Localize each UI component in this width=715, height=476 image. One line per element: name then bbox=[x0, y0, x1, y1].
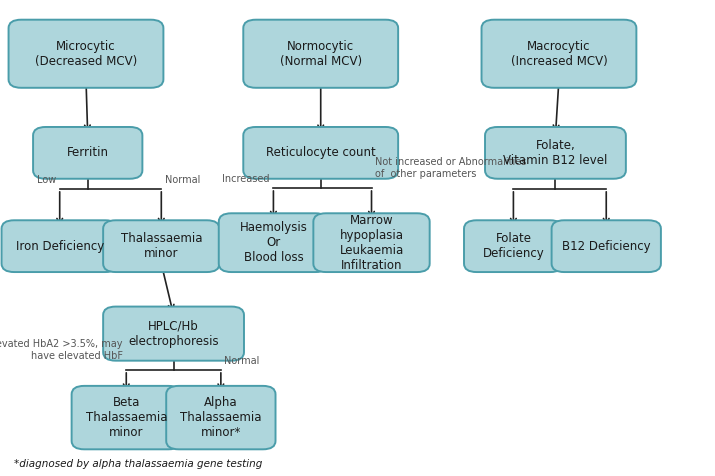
FancyBboxPatch shape bbox=[464, 220, 563, 272]
FancyBboxPatch shape bbox=[481, 20, 636, 88]
FancyBboxPatch shape bbox=[243, 20, 398, 88]
Text: Microcytic
(Decreased MCV): Microcytic (Decreased MCV) bbox=[35, 40, 137, 68]
FancyBboxPatch shape bbox=[219, 213, 328, 272]
FancyBboxPatch shape bbox=[1, 220, 118, 272]
Text: Marrow
hypoplasia
Leukaemia
Infiltration: Marrow hypoplasia Leukaemia Infiltration bbox=[340, 214, 404, 272]
Text: Increased: Increased bbox=[222, 174, 270, 184]
FancyBboxPatch shape bbox=[485, 127, 626, 179]
Text: Iron Deficiency: Iron Deficiency bbox=[16, 239, 104, 253]
FancyBboxPatch shape bbox=[551, 220, 661, 272]
Text: Normocytic
(Normal MCV): Normocytic (Normal MCV) bbox=[280, 40, 362, 68]
Text: Folate
Deficiency: Folate Deficiency bbox=[483, 232, 544, 260]
FancyBboxPatch shape bbox=[103, 220, 220, 272]
Text: B12 Deficiency: B12 Deficiency bbox=[562, 239, 651, 253]
Text: Beta
Thalassaemia
minor: Beta Thalassaemia minor bbox=[86, 396, 167, 439]
FancyBboxPatch shape bbox=[313, 213, 430, 272]
Text: HPLC/Hb
electrophoresis: HPLC/Hb electrophoresis bbox=[128, 319, 219, 347]
Text: Elevated HbA2 >3.5%, may
have elevated HbF: Elevated HbA2 >3.5%, may have elevated H… bbox=[0, 339, 123, 361]
FancyBboxPatch shape bbox=[9, 20, 164, 88]
Text: Haemolysis
Or
Blood loss: Haemolysis Or Blood loss bbox=[240, 221, 307, 264]
Text: Alpha
Thalassaemia
minor*: Alpha Thalassaemia minor* bbox=[180, 396, 262, 439]
Text: Thalassaemia
minor: Thalassaemia minor bbox=[121, 232, 202, 260]
Text: Folate,
Vitamin B12 level: Folate, Vitamin B12 level bbox=[503, 139, 608, 167]
Text: *diagnosed by alpha thalassaemia gene testing: *diagnosed by alpha thalassaemia gene te… bbox=[14, 459, 262, 469]
Text: Normal: Normal bbox=[225, 356, 260, 367]
FancyBboxPatch shape bbox=[103, 307, 244, 361]
Text: Normal: Normal bbox=[165, 175, 200, 185]
Text: Ferritin: Ferritin bbox=[66, 146, 109, 159]
Text: Macrocytic
(Increased MCV): Macrocytic (Increased MCV) bbox=[511, 40, 607, 68]
FancyBboxPatch shape bbox=[243, 127, 398, 179]
FancyBboxPatch shape bbox=[72, 386, 181, 449]
Text: Not increased or Abnormalities
of  other parameters: Not increased or Abnormalities of other … bbox=[375, 157, 526, 179]
FancyBboxPatch shape bbox=[166, 386, 275, 449]
FancyBboxPatch shape bbox=[33, 127, 142, 179]
Text: Reticulocyte count: Reticulocyte count bbox=[266, 146, 375, 159]
Text: Low: Low bbox=[37, 175, 56, 185]
